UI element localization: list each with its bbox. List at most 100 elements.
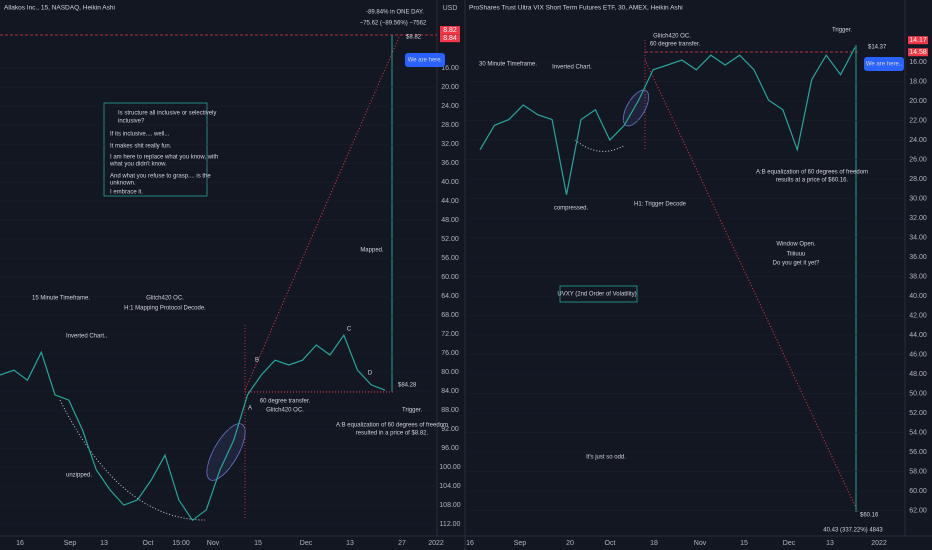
y-tick-label: 56.00: [441, 255, 459, 262]
annotation: $84.28: [398, 383, 417, 389]
y-tick-label: 20.00: [441, 84, 459, 91]
y-tick-label: 96.00: [441, 445, 459, 452]
y-tick-label: 32.00: [441, 141, 459, 148]
y-tick-label: 44.00: [441, 198, 459, 205]
x-tick-label: 15:00: [172, 540, 190, 547]
annotation: −75.62 (−89.56%) −7562: [360, 21, 427, 27]
annotation: Mapped.: [360, 248, 384, 254]
annotation: 40.43 (337.22%) 4843: [823, 528, 883, 534]
projection-line: [644, 59, 859, 513]
x-tick-label: Sep: [64, 540, 77, 547]
x-tick-label: 2022: [428, 540, 444, 547]
currency-label: USD: [443, 5, 458, 12]
x-tick-label: 16: [466, 540, 474, 547]
annotation: Trigger.: [832, 28, 852, 34]
annotation: $8.82: [406, 35, 422, 41]
annotation: Glitch420 OC.: [653, 34, 691, 40]
annotation: UVXY (2nd Order of Volatility): [557, 292, 636, 298]
annotation: 60 degree transfer.: [260, 399, 311, 405]
annotation: We are here..: [866, 62, 903, 68]
x-tick-label: 13: [826, 540, 834, 547]
annotation: 30 Minute Timeframe.: [479, 62, 537, 68]
y-tick-label: 92.00: [441, 426, 459, 433]
annotation: 15 Minute Timeframe.: [32, 296, 90, 302]
x-tick-label: 16: [16, 540, 24, 547]
curve: [574, 139, 626, 152]
annotation: C: [347, 327, 352, 333]
y-tick-label: 16.00: [441, 65, 459, 72]
annotation: Window Open.: [776, 242, 816, 248]
x-tick-label: Dec: [300, 540, 313, 547]
annotation: Tiiiiuuu: [787, 252, 806, 258]
x-tick-label: 15: [254, 540, 262, 547]
x-tick-label: 15: [740, 540, 748, 547]
x-tick-label: 13: [100, 540, 108, 547]
y-tick-label: 48.00: [909, 371, 927, 378]
annotation: H:1 Mapping Protocol Decode.: [124, 306, 206, 312]
chart-title: Allakos Inc., 15, NASDAQ, Heikin Ashi: [4, 5, 115, 12]
annotation: Trigger.: [402, 408, 422, 414]
callout-box: [405, 53, 445, 67]
y-tick-label: 84.00: [441, 388, 459, 395]
annotation: If its inclusive.... well...: [110, 132, 170, 138]
price-badge: [440, 34, 460, 43]
text-box: [103, 102, 208, 197]
x-tick-label: Oct: [605, 540, 616, 547]
y-tick-label: 40.00: [909, 293, 927, 300]
ellipse: [206, 423, 246, 481]
y-tick-label: 34.00: [909, 234, 927, 241]
price-label: 14.17: [909, 37, 927, 44]
y-tick-label: 58.00: [909, 468, 927, 475]
y-tick-label: 60.00: [441, 274, 459, 281]
x-tick-label: 27: [398, 540, 406, 547]
annotation: $14.37: [868, 45, 887, 51]
annotation: I am here to replace what you know, with: [110, 155, 218, 161]
annotation: Inverted Chart..: [66, 334, 108, 340]
y-tick-label: 24.00: [909, 137, 927, 144]
annotation: inclusive?: [118, 119, 145, 125]
y-tick-label: 52.00: [909, 410, 927, 417]
x-tick-label: 18: [650, 540, 658, 547]
y-tick-label: 22.00: [909, 117, 927, 124]
annotation: Glitch420 OC.: [146, 296, 184, 302]
y-tick-label: 64.00: [441, 293, 459, 300]
annotation: It makes shit really fun.: [110, 144, 172, 150]
annotation: resulted in a price of $8.82.: [356, 431, 429, 437]
y-tick-label: 56.00: [909, 449, 927, 456]
x-tick-label: 20: [566, 540, 574, 547]
annotation: And what you refuse to grasp.... is the: [110, 174, 211, 180]
annotation: what you didn't know.: [109, 162, 167, 168]
annotation: A:B equalization of 60 degrees of freedo…: [336, 423, 448, 429]
price-badge: [908, 48, 928, 57]
y-tick-label: 48.00: [441, 217, 459, 224]
x-tick-label: Nov: [694, 540, 707, 547]
y-tick-label: 42.00: [909, 312, 927, 319]
annotation: A: [248, 406, 252, 412]
annotation: Glitch420 OC.: [266, 408, 304, 414]
y-tick-label: 100.00: [439, 464, 461, 471]
callout-box: [864, 57, 904, 71]
text-box: [559, 285, 638, 303]
y-tick-label: 36.00: [909, 254, 927, 261]
y-tick-label: 40.00: [441, 179, 459, 186]
x-tick-label: Sep: [514, 540, 527, 547]
y-tick-label: 38.00: [909, 273, 927, 280]
y-tick-label: 60.00: [909, 488, 927, 495]
y-tick-label: 104.00: [439, 483, 461, 490]
x-tick-label: 13: [346, 540, 354, 547]
annotation: unknown.: [110, 181, 136, 187]
y-tick-label: 36.00: [441, 160, 459, 167]
y-tick-label: 26.00: [909, 156, 927, 163]
price-badge: [440, 26, 460, 35]
y-tick-label: 24.00: [441, 103, 459, 110]
x-tick-label: Nov: [207, 540, 220, 547]
y-tick-label: 52.00: [441, 236, 459, 243]
x-tick-label: 2022: [871, 540, 887, 547]
price-badge: [908, 36, 928, 45]
annotation: A:B equalization of 60 degrees of freedo…: [756, 170, 868, 176]
annotation: It's just so odd.: [586, 455, 626, 461]
annotation: We are here.: [408, 58, 443, 64]
annotation: H1: Trigger Decode: [634, 202, 687, 208]
y-tick-label: 20.00: [909, 98, 927, 105]
